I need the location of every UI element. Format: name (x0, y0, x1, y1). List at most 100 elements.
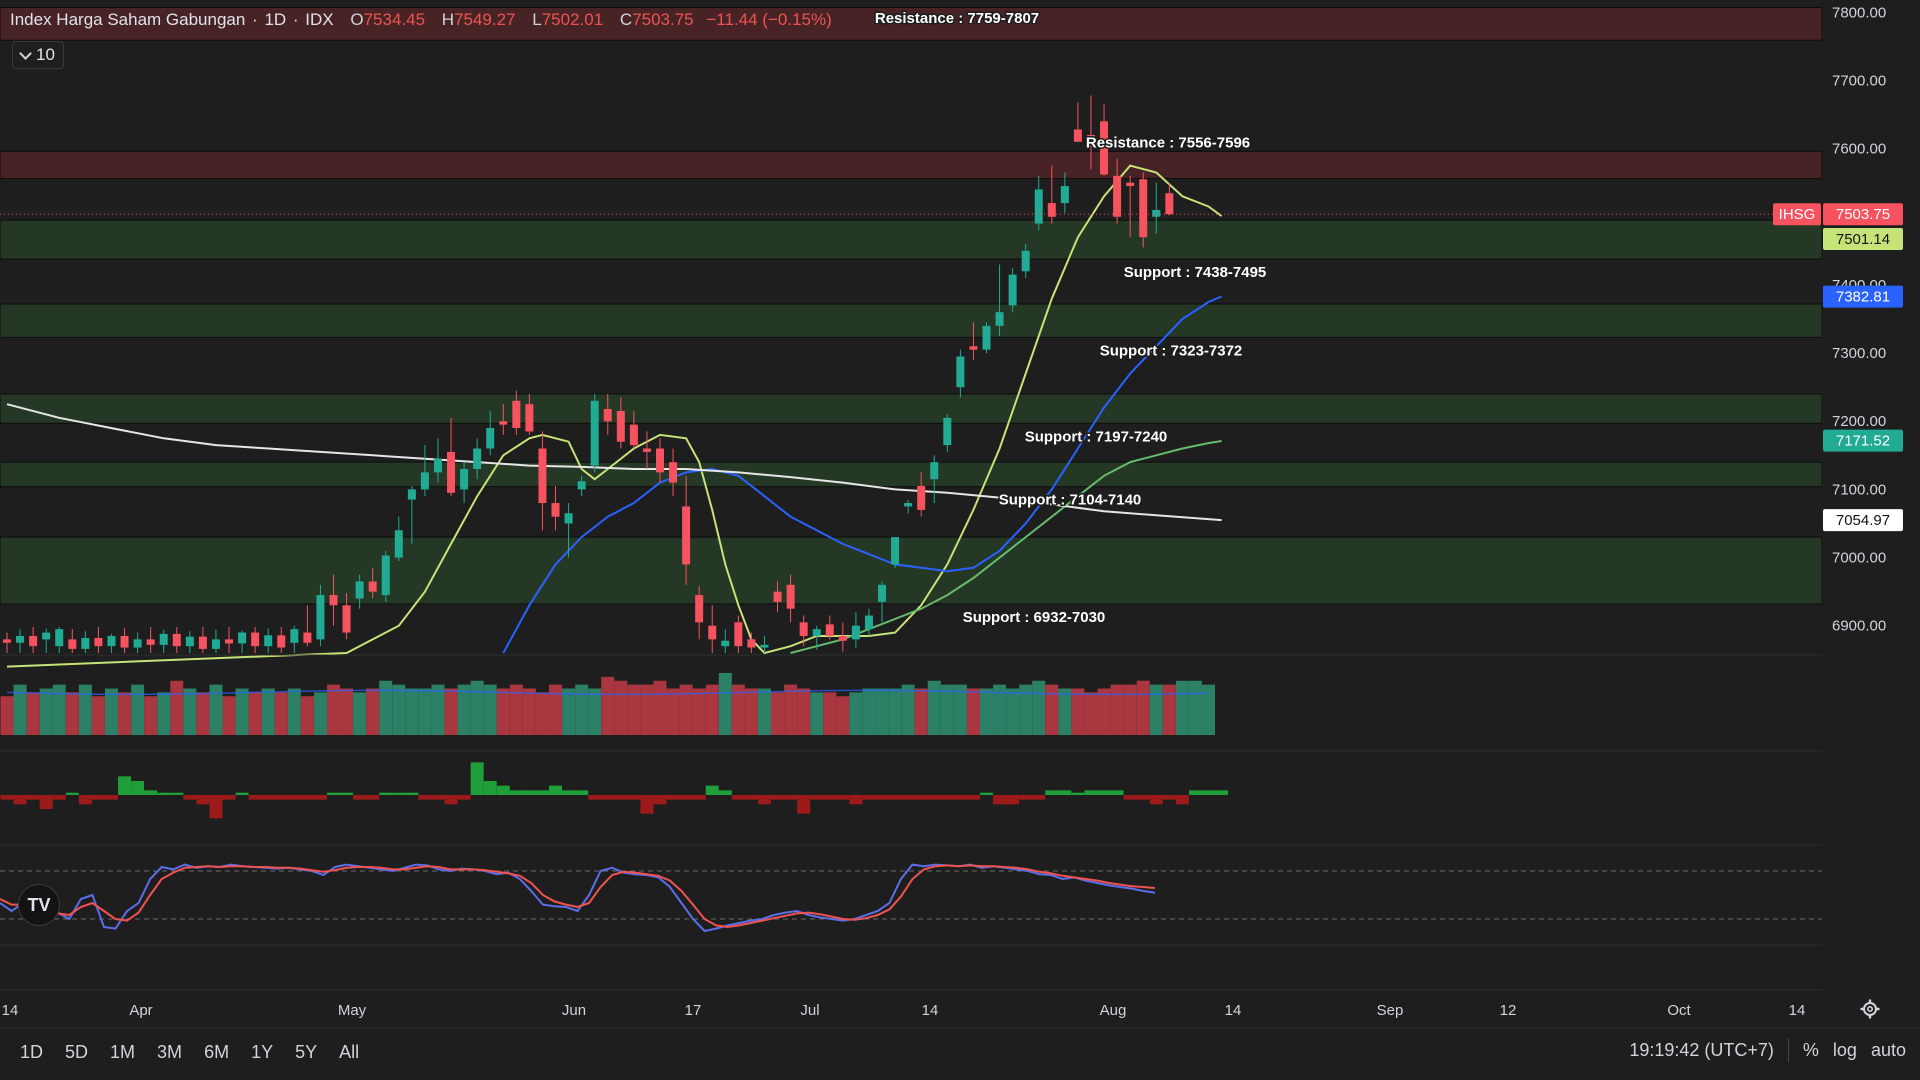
range-5d-button[interactable]: 5D (65, 1041, 89, 1062)
high-value: 7549.27 (454, 10, 516, 29)
flow-bar (144, 790, 158, 795)
candle-body (473, 448, 482, 469)
volume-bar (627, 684, 641, 735)
price-axis[interactable]: 7800.007700.007600.007500.007400.007300.… (1822, 0, 1920, 1000)
candle (721, 629, 730, 653)
symbol-name[interactable]: Index Harga Saham Gabungan (10, 10, 246, 29)
volume-bar (875, 688, 889, 735)
stoch-d-line (0, 864, 1156, 929)
price-tick-label: 7300.00 (1832, 345, 1886, 362)
volume-bar (653, 680, 667, 735)
volume-bar (810, 692, 824, 735)
candle-body (94, 638, 103, 647)
candle (904, 499, 913, 514)
candle-body (577, 481, 586, 490)
price-tick-label: 7200.00 (1832, 413, 1886, 430)
candle (1047, 165, 1056, 224)
flow-bar (1188, 790, 1202, 795)
clock-readout[interactable]: 19:19:42 (UTC+7) (1629, 1040, 1774, 1060)
range-5y-button[interactable]: 5Y (295, 1041, 318, 1062)
candle-body (3, 639, 11, 643)
volume-bar (757, 688, 771, 735)
indicator-toggle-button[interactable]: 10 (12, 41, 64, 69)
time-tick-label: 17 (685, 1002, 702, 1019)
range-6m-button[interactable]: 6M (204, 1041, 230, 1062)
candle-body (1100, 121, 1109, 175)
tradingview-logo-icon[interactable]: TV (18, 884, 60, 926)
volume-bar (509, 684, 523, 735)
candle-body (198, 636, 207, 649)
range-3m-button[interactable]: 3M (157, 1041, 183, 1062)
volume-bar (222, 696, 236, 735)
candle-body (812, 629, 821, 636)
candle-body (1165, 193, 1174, 215)
flow-bar (405, 792, 419, 795)
time-axis[interactable]: 14 Apr May Jun 17 Jul 14 Aug 14 Sep 12 Oct 14 (2, 1002, 1806, 1019)
low-value: 7502.01 (541, 10, 604, 29)
time-tick-label: 14 (1789, 1002, 1806, 1019)
auto-scale-toggle[interactable]: auto (1870, 1040, 1906, 1060)
volume-bar (1123, 684, 1137, 735)
candle (616, 397, 625, 449)
candle-body (159, 633, 168, 645)
candle-body (355, 581, 364, 599)
log-scale-toggle[interactable]: log (1832, 1040, 1857, 1060)
flow-bar (1071, 792, 1085, 795)
time-tick-label: 14 (2, 1002, 19, 1019)
percent-scale-toggle[interactable]: % (1802, 1040, 1819, 1060)
candle-body (904, 503, 913, 507)
volume-bar (1097, 688, 1111, 735)
candle (1034, 175, 1043, 231)
flow-bar (392, 792, 406, 795)
volume-bar (1084, 692, 1098, 735)
flow-bar (614, 795, 628, 800)
candle-body (251, 632, 260, 647)
flow-bar (274, 795, 288, 800)
candle (669, 448, 678, 497)
volume-bar (209, 684, 223, 735)
volume-bar (13, 684, 27, 735)
range-1d-button[interactable]: 1D (20, 1041, 44, 1062)
candle (420, 445, 429, 497)
flow-bar (170, 792, 184, 795)
flow-bar (457, 795, 471, 800)
candle (486, 411, 495, 456)
resistance-zone (0, 150, 1823, 180)
candle-body (1113, 175, 1122, 217)
flow-bar (248, 795, 262, 800)
exchange-label: IDX (305, 10, 334, 29)
flow-bar (131, 781, 145, 795)
candle (433, 438, 442, 483)
flow-bar (1084, 790, 1098, 795)
range-1y-button[interactable]: 1Y (251, 1041, 274, 1062)
flow-bar (862, 795, 876, 800)
flow-bar (1006, 795, 1020, 805)
flow-bar (353, 795, 367, 800)
candle (120, 627, 129, 653)
price-badge: 7503.75 (1836, 206, 1890, 223)
candle-body (238, 632, 247, 644)
support-zone (0, 536, 1823, 605)
candle (277, 627, 286, 653)
candle-body (512, 400, 521, 429)
candle-body (42, 632, 51, 640)
volume-bar (470, 680, 484, 735)
range-1m-button[interactable]: 1M (110, 1041, 136, 1062)
volume-bar (444, 688, 458, 735)
candle-body (695, 595, 704, 623)
price-badge: 7501.14 (1836, 231, 1890, 248)
candle-body (433, 458, 442, 473)
interval-label[interactable]: 1D (264, 10, 287, 29)
pane-separators (0, 654, 1920, 1029)
candle (590, 393, 599, 473)
flow-bar (313, 795, 327, 800)
price-tick-label: 7800.00 (1832, 4, 1886, 21)
volume-bar (666, 688, 680, 735)
range-all-button[interactable]: All (339, 1041, 360, 1062)
volume-bar (1175, 680, 1189, 735)
gear-icon[interactable] (1860, 999, 1880, 1019)
candle (198, 627, 207, 653)
candle-body (995, 312, 1004, 326)
flow-bar (640, 795, 654, 814)
